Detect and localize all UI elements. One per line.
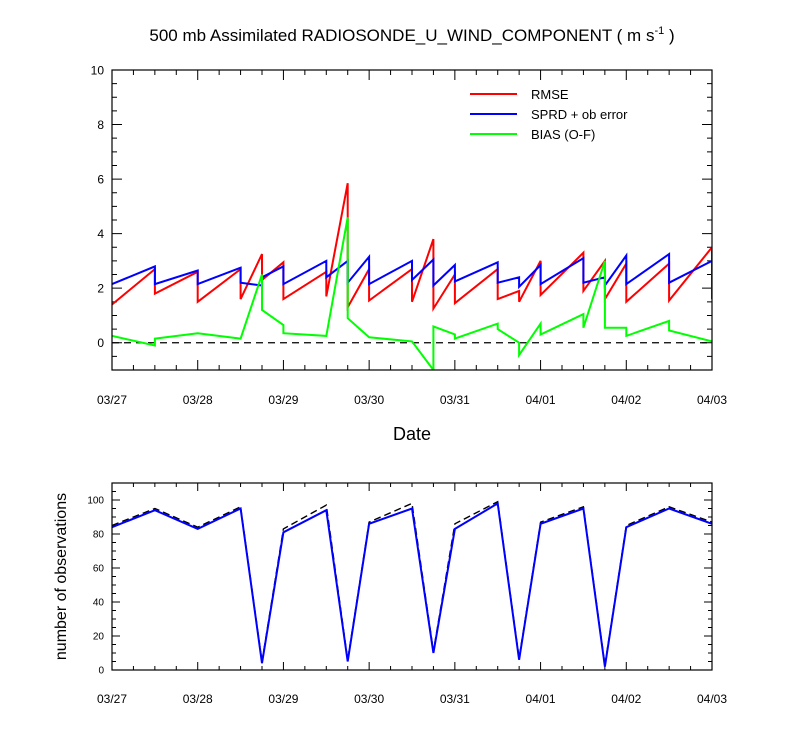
bottom-panel: 0 20 40 60 80 100 03/27 03/28 03/29 03/30 03/31 04/… (53, 482, 727, 706)
legend: RMSE SPRD + ob error BIAS (O-F) (470, 87, 628, 142)
x-tick-label: 03/27 (97, 393, 127, 407)
y-tick-label: 2 (97, 282, 104, 296)
x-tick-label: 04/01 (526, 393, 556, 407)
x-tick-label: 04/02 (611, 393, 641, 407)
y-tick-label: 10 (91, 63, 105, 77)
series-line-sprd-ob-error (112, 252, 712, 290)
y-tick-label: 0 (97, 336, 104, 350)
x-tick-label: 04/02 (611, 692, 641, 706)
x-tick-label: 03/29 (268, 393, 298, 407)
plot-frame (111, 69, 713, 371)
x-tick-label: 03/31 (440, 692, 470, 706)
y-tick-label: 20 (93, 632, 105, 643)
x-tick-label: 03/30 (354, 692, 384, 706)
legend-label: RMSE (531, 87, 569, 102)
x-tick-label: 03/31 (440, 393, 470, 407)
y-tick-label: 100 (87, 496, 104, 507)
series-line-rmse (112, 183, 712, 313)
series-group (112, 500, 712, 667)
y-tick-label: 0 (98, 666, 104, 677)
y-tick-label: 80 (93, 530, 105, 541)
x-axis-title: Date (393, 424, 431, 444)
x-tick-label: 03/27 (97, 692, 127, 706)
chart-title: 500 mb Assimilated RADIOSONDE_U_WIND_COM… (149, 25, 674, 45)
y-tick-label: 60 (93, 564, 105, 575)
x-tick-label: 03/28 (183, 692, 213, 706)
legend-label: SPRD + ob error (531, 107, 628, 122)
y-tick-label: 6 (97, 172, 104, 186)
series-line-assimilated-observations (112, 501, 712, 667)
x-tick-label: 03/29 (268, 692, 298, 706)
legend-label: BIAS (O-F) (531, 127, 595, 142)
series-line-bias-o-f (112, 217, 712, 370)
x-tick-label: 04/03 (697, 692, 727, 706)
y-axis-title: number of observations (53, 493, 70, 660)
x-tick-label: 04/03 (697, 393, 727, 407)
series-group (112, 183, 712, 370)
y-tick-label: 4 (97, 227, 104, 241)
x-tick-label: 04/01 (526, 692, 556, 706)
y-tick-label: 8 (97, 118, 104, 132)
y-tick-label: 40 (93, 598, 105, 609)
x-tick-label: 03/28 (183, 393, 213, 407)
top-panel: 0 2 4 6 8 10 03/27 03/28 03/29 03/30 03/31 04/01 04/… (91, 63, 728, 444)
plot-frame (111, 482, 713, 671)
x-tick-label: 03/30 (354, 393, 384, 407)
